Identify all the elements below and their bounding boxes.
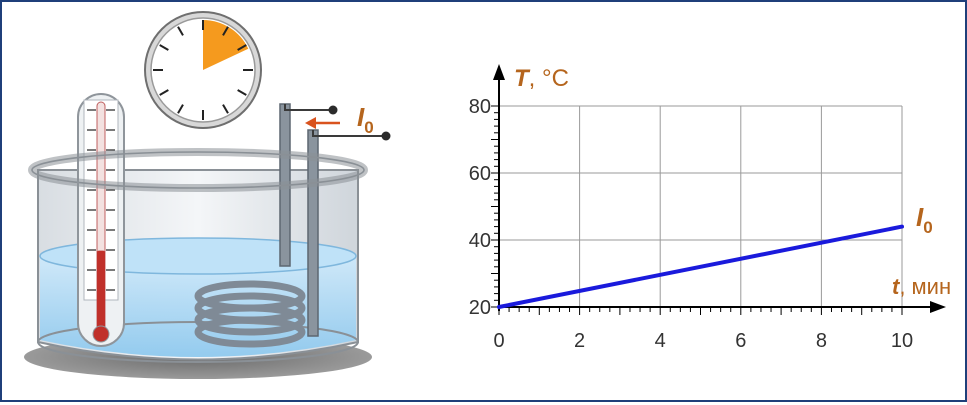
terminal-top bbox=[328, 105, 338, 115]
y-tick-label: 60 bbox=[469, 163, 491, 185]
stopwatch-tick bbox=[222, 26, 229, 36]
chart-minor-ticks bbox=[491, 105, 903, 315]
x-axis-arrow bbox=[930, 301, 946, 313]
stopwatch-tick bbox=[222, 104, 229, 114]
stopwatch-tick bbox=[159, 89, 169, 96]
stopwatch-tick bbox=[177, 26, 184, 36]
x-tick-label: 10 bbox=[891, 330, 913, 352]
figure-canvas: I0 0 2 4 6 8 10 20 40 60 80 bbox=[24, 11, 951, 379]
terminal-bottom bbox=[381, 131, 391, 141]
y-axis-arrow bbox=[493, 64, 505, 80]
x-tick-label: 8 bbox=[816, 330, 827, 352]
thermometer bbox=[77, 93, 125, 347]
current-label: I0 bbox=[357, 102, 374, 137]
chart-grid bbox=[499, 105, 903, 307]
x-tick-label: 4 bbox=[655, 330, 666, 352]
thermometer-scale bbox=[87, 109, 115, 291]
x-tick-label: 0 bbox=[493, 330, 504, 352]
y-tick-label: 80 bbox=[469, 96, 491, 118]
terminal-wires bbox=[284, 104, 385, 137]
heating-coil bbox=[194, 280, 306, 348]
y-tick-label: 20 bbox=[469, 297, 491, 319]
current-arrow bbox=[305, 117, 340, 129]
stopwatch-tick bbox=[237, 44, 247, 51]
temperature-chart: 0 2 4 6 8 10 20 40 60 80 T, °C t, мин I0 bbox=[469, 64, 951, 352]
series-line-I0 bbox=[497, 224, 904, 309]
stopwatch-ticks bbox=[153, 20, 253, 120]
x-tick-label: 6 bbox=[735, 330, 746, 352]
x-tick-labels: 0 2 4 6 8 10 bbox=[493, 330, 913, 352]
x-axis-label: t, мин bbox=[892, 274, 951, 299]
y-tick-labels: 20 40 60 80 bbox=[469, 96, 491, 319]
stopwatch-elapsed-sector bbox=[203, 20, 249, 70]
y-tick-label: 40 bbox=[469, 230, 491, 252]
y-axis-label: T, °C bbox=[514, 65, 569, 92]
x-tick-label: 2 bbox=[574, 330, 585, 352]
stopwatch-tick bbox=[237, 89, 247, 96]
thermometer-liquid bbox=[97, 250, 105, 338]
stopwatch-tick bbox=[177, 104, 184, 114]
stopwatch-tick bbox=[159, 44, 169, 51]
series-label-I0: I0 bbox=[916, 202, 933, 237]
stopwatch bbox=[144, 11, 262, 129]
beaker-illustration: I0 bbox=[24, 93, 391, 379]
